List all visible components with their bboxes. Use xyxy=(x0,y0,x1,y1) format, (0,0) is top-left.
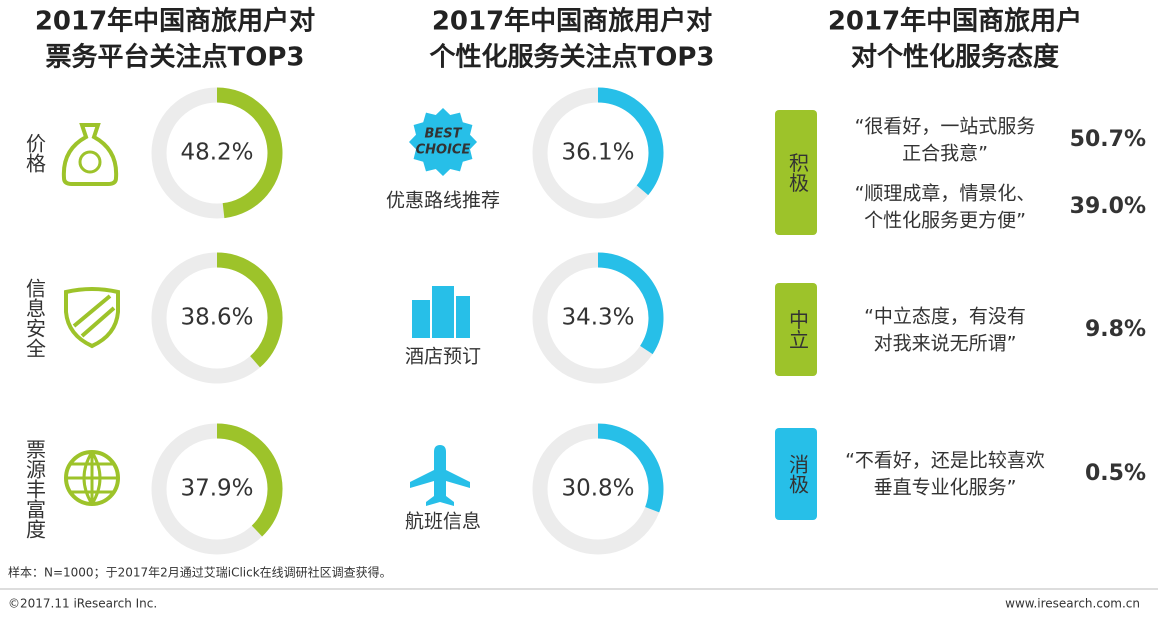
group-label: 消极 xyxy=(786,454,810,494)
group-box xyxy=(775,110,817,235)
donut-arc xyxy=(216,252,283,368)
quote-line: “中立态度，有没有 xyxy=(864,306,1026,328)
icon-coin xyxy=(78,150,102,174)
panel-title: 个性化服务关注点TOP3 xyxy=(430,42,715,73)
group-label: 积极 xyxy=(786,152,810,192)
icon-bag xyxy=(61,123,119,186)
item-label: 航班信息 xyxy=(405,511,481,533)
item-label: 酒店预订 xyxy=(405,346,481,368)
panel-title: 对个性化服务态度 xyxy=(851,42,1059,73)
donut-value: 48.2% xyxy=(180,140,253,166)
attitude-value: 9.8% xyxy=(1085,317,1146,342)
quote-line: 垂直专业化服务” xyxy=(874,477,1017,499)
footer-note: 样本：N=1000；于2017年2月通过艾瑞iClick在线调研社区调查获得。 xyxy=(8,565,392,580)
attitude-value: 39.0% xyxy=(1070,194,1146,219)
donut-value: 37.9% xyxy=(180,476,253,502)
quote-line: 正合我意” xyxy=(902,143,988,165)
panel-title: 票务平台关注点TOP3 xyxy=(46,42,305,73)
donut-value: 36.1% xyxy=(561,140,634,166)
donut-arc xyxy=(597,87,664,196)
footer-url: www.iresearch.com.cn xyxy=(1005,597,1140,611)
panel-title: 2017年中国商旅用户对 xyxy=(35,6,315,37)
footer-copyright: ©2017.11 iResearch Inc. xyxy=(8,597,157,611)
item-label: 信息安全 xyxy=(23,278,47,358)
group-box xyxy=(775,428,817,520)
attitude-value: 0.5% xyxy=(1085,461,1146,486)
donut-value: 38.6% xyxy=(180,305,253,331)
quote-line: 个性化服务更方便” xyxy=(864,210,1026,232)
icon-buildings xyxy=(412,286,470,338)
donut-value: 30.8% xyxy=(561,476,634,502)
donut-arc xyxy=(216,423,283,537)
item-label: 票源丰富度 xyxy=(23,439,47,539)
badge-text: BEST xyxy=(424,127,462,142)
item-label: 优惠路线推荐 xyxy=(386,190,500,212)
quote-line: 对我来说无所谓” xyxy=(874,333,1017,355)
donut-arc xyxy=(597,423,664,513)
quote-line: “很看好，一站式服务 xyxy=(855,116,1036,138)
quote-line: “顺理成章，情景化、 xyxy=(855,183,1036,205)
donut-arc xyxy=(597,252,664,355)
badge-text: CHOICE xyxy=(416,143,471,158)
group-label: 中立 xyxy=(786,309,810,349)
attitude-value: 50.7% xyxy=(1070,127,1146,152)
donut-value: 34.3% xyxy=(561,305,634,331)
item-label: 价格 xyxy=(23,133,47,173)
panel-title: 2017年中国商旅用户 xyxy=(828,6,1082,37)
quote-line: “不看好，还是比较喜欢 xyxy=(845,450,1045,472)
icon-globe-lines xyxy=(66,451,118,505)
icon-shield xyxy=(64,287,120,349)
panel-title: 2017年中国商旅用户对 xyxy=(432,6,712,37)
group-box xyxy=(775,283,817,376)
donut-arc xyxy=(216,87,283,219)
icon-badge xyxy=(409,108,477,176)
icon-plane xyxy=(410,445,470,506)
